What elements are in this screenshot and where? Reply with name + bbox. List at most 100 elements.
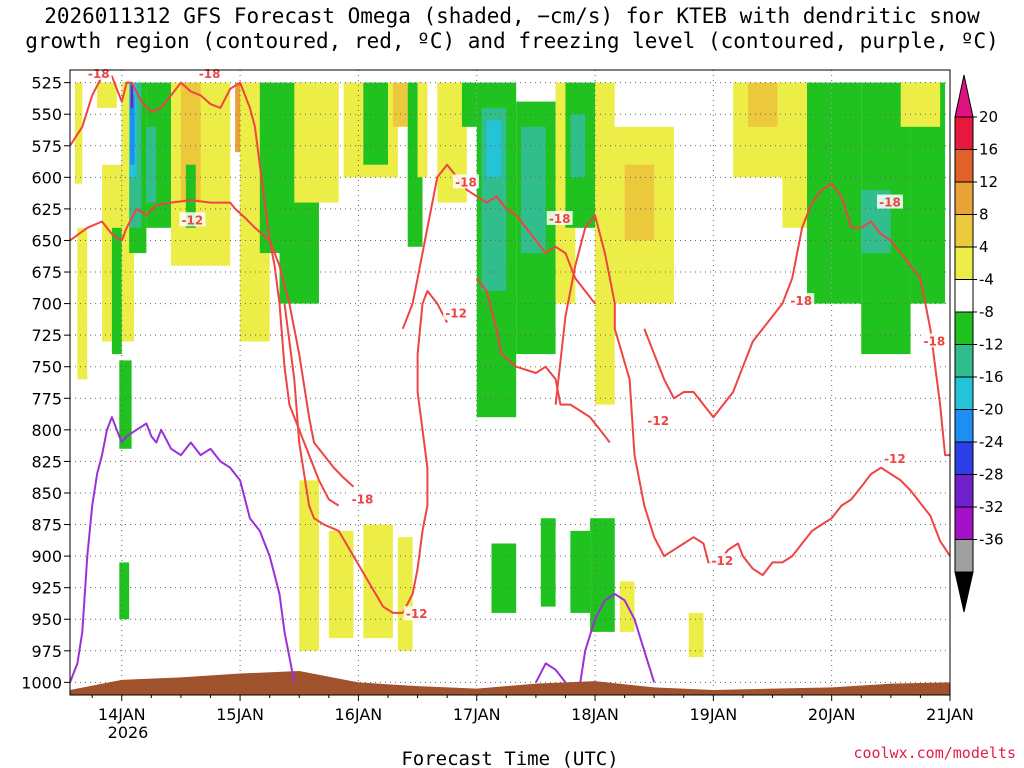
y-tick-label: 650 — [31, 231, 62, 250]
contour-label-bg — [546, 210, 573, 225]
contour-label-bg — [85, 65, 112, 80]
contour-label-bg — [921, 333, 948, 348]
omega-cell — [77, 227, 88, 380]
colorbar-swatch — [954, 344, 974, 378]
omega-cell — [624, 164, 655, 241]
contour-label-bg — [453, 174, 480, 189]
dgz-contour-line — [475, 277, 611, 444]
terrain-fill — [70, 671, 950, 695]
y-tick-label: 750 — [31, 358, 62, 377]
colorbar-swatch — [954, 474, 974, 508]
colorbar-label: 12 — [979, 173, 998, 191]
contour-label: -18 — [88, 67, 110, 81]
colorbar-swatch — [954, 409, 974, 443]
contours — [70, 75, 950, 684]
omega-cell — [97, 82, 117, 108]
x-tick-label: 21JAN — [926, 705, 974, 724]
omega-cell — [540, 518, 556, 607]
dgz-contour-line — [554, 214, 950, 577]
omega-cell — [121, 82, 130, 304]
colorbar-label: -24 — [979, 433, 1004, 451]
omega-cell — [130, 95, 135, 165]
colorbar: 20 16 12 8 4 -4 -8 -12 -16 -20 -24 -28 -32 -36 — [954, 74, 1004, 613]
colorbar-swatch — [954, 441, 974, 475]
contour-label-bg — [788, 293, 815, 308]
contour-label-bg — [881, 450, 908, 465]
x-tick-label: 14JAN — [98, 705, 146, 724]
dgz-contour-line — [70, 75, 340, 507]
colorbar-top-arrow — [954, 74, 974, 118]
colorbar-label: 20 — [979, 108, 998, 126]
colorbar-label: -32 — [979, 498, 1004, 516]
y-tick-label: 575 — [31, 137, 62, 156]
omega-cell — [328, 530, 354, 639]
colorbar-swatch — [954, 214, 974, 248]
colorbar-label: -16 — [979, 368, 1004, 386]
contour-label-bg — [876, 194, 903, 209]
y-tick-label: 800 — [31, 421, 62, 440]
colorbar-swatch — [954, 116, 974, 150]
omega-cell — [486, 120, 502, 178]
y-tick-label: 600 — [31, 168, 62, 187]
y-tick-label: 775 — [31, 389, 62, 408]
colorbar-label: 16 — [979, 141, 998, 159]
x-year-label: 2026 — [108, 723, 149, 742]
colorbar-swatch — [954, 279, 974, 313]
contour-label: -12 — [406, 607, 428, 621]
y-tick-label: 700 — [31, 295, 62, 314]
y-tick-label: 1000 — [21, 673, 62, 692]
contour-label-bg — [403, 606, 430, 621]
omega-cell — [397, 537, 413, 651]
chart-title: 2026011312 GFS Forecast Omega (shaded, −… — [0, 4, 1024, 54]
colorbar-label: -28 — [979, 466, 1004, 484]
colorbar-swatch — [954, 311, 974, 345]
omega-cell — [363, 82, 388, 165]
contour-label-bg — [645, 413, 672, 428]
colorbar-swatch — [954, 376, 974, 410]
colorbar-swatch — [954, 149, 974, 183]
omega-cell — [688, 612, 704, 658]
omega-cell — [900, 82, 941, 127]
contour-label: -12 — [445, 307, 467, 321]
y-tick-label: 550 — [31, 105, 62, 124]
contour-label-bg — [349, 491, 376, 506]
x-tick-label: 16JAN — [335, 705, 383, 724]
colorbar-swatch — [954, 181, 974, 215]
x-tick-label: 19JAN — [690, 705, 738, 724]
contour-label: -18 — [352, 492, 374, 506]
x-axis-label: Forecast Time (UTC) — [401, 748, 618, 768]
colorbar-label: -4 — [979, 271, 994, 289]
colorbar-label: -20 — [979, 401, 1004, 419]
contour-label-bg — [196, 65, 223, 80]
y-tick-label: 625 — [31, 200, 62, 219]
x-tick-label: 18JAN — [571, 705, 619, 724]
colorbar-swatch — [954, 246, 974, 280]
omega-cell — [590, 518, 615, 632]
y-tick-label: 900 — [31, 547, 62, 566]
omega-cell — [294, 82, 339, 203]
freezing-level-line — [535, 662, 567, 684]
y-tick-label: 975 — [31, 642, 62, 661]
colorbar-label: 8 — [979, 206, 989, 224]
y-tick-label: 850 — [31, 484, 62, 503]
dgz-contour-line — [401, 163, 596, 330]
contour-label-bg — [443, 305, 470, 320]
colorbar-label: -8 — [979, 303, 994, 321]
y-tick-label: 925 — [31, 579, 62, 598]
contour-label-bg — [709, 553, 736, 568]
freezing-level-line — [579, 593, 656, 683]
contour-label: -18 — [549, 212, 571, 226]
contour-label: -18 — [199, 67, 221, 81]
y-axis: 525 550 575 600 625 650 675 700 725 750 775 800 825 8… — [21, 74, 70, 692]
omega-cell — [461, 82, 477, 127]
colorbar-swatch — [954, 506, 974, 540]
omega-shading — [74, 82, 946, 658]
dgz-contour-line — [283, 290, 448, 614]
omega-cell — [570, 530, 591, 613]
omega-cell — [392, 82, 408, 127]
y-tick-label: 825 — [31, 452, 62, 471]
colorbar-swatch — [954, 539, 974, 573]
omega-cell — [570, 114, 586, 178]
y-tick-label: 725 — [31, 326, 62, 345]
